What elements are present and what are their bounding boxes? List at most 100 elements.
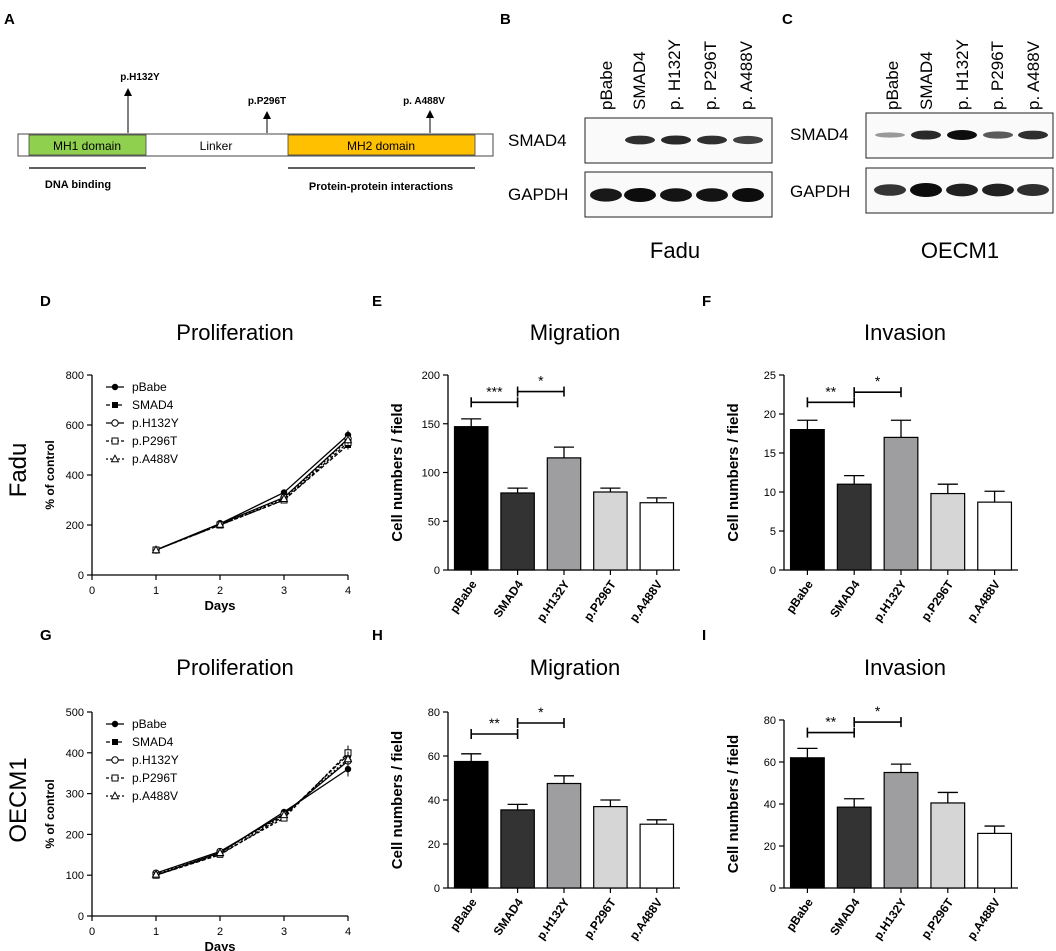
bar: [546, 782, 582, 889]
series-line: [155, 752, 349, 876]
x-tick-label: SMAD4: [490, 895, 526, 938]
point-marker: [112, 402, 118, 408]
chart-title: Invasion: [864, 655, 946, 680]
series-line: [155, 442, 349, 551]
lane-label: pBabe: [597, 61, 616, 110]
bar: [930, 802, 966, 889]
band-smad4: [947, 130, 977, 140]
chart-g-proliferation-oecm1: Proliferation 0 100 200 300 400 500 % of contro…: [43, 655, 353, 951]
y-tick-label: 15: [764, 448, 776, 460]
band-gapdh: [982, 183, 1014, 197]
x-tick-label: 2: [217, 585, 223, 597]
lane-labels-b: pBabe SMAD4 p. H132Y p. P296T p. A488V: [597, 39, 756, 110]
y-tick-label: 200: [422, 370, 440, 382]
x-tick-label: 0: [89, 926, 95, 938]
lane-label: p. P296T: [701, 41, 720, 110]
point-marker: [280, 489, 288, 496]
band-smad4: [625, 135, 655, 145]
bar: [639, 823, 675, 889]
sig-label: **: [825, 383, 836, 399]
band-smad4: [733, 135, 763, 145]
y-axis-label: % of control: [43, 779, 57, 848]
lane-label: SMAD4: [917, 51, 936, 110]
y-tick-label: 200: [66, 829, 84, 841]
mutation-label-p296t: p.P296T: [248, 96, 286, 107]
y-tick-label: 0: [434, 883, 440, 895]
bar: [546, 457, 582, 571]
legend-label: p.A488V: [132, 789, 178, 803]
panel-letter-b: B: [500, 11, 511, 28]
x-tick-label: p.P296T: [581, 577, 619, 623]
mutation-label-h132y: p.H132Y: [120, 72, 160, 83]
row-label-gapdh-b: GAPDH: [508, 185, 568, 204]
chart-title: Proliferation: [176, 655, 293, 680]
panel-c-western: C pBabe SMAD4 p. H132Y p. P296T p. A488V…: [782, 11, 1054, 263]
legend-label: pBabe: [132, 717, 167, 731]
bar: [500, 492, 535, 571]
panel-letter-f: F: [702, 293, 711, 310]
sig-label: ***: [486, 383, 503, 399]
y-tick-label: 10: [764, 487, 776, 499]
lane-label: SMAD4: [630, 51, 649, 110]
panel-letter-i: I: [702, 627, 706, 644]
bar: [977, 501, 1013, 571]
x-tick-label: 3: [281, 585, 287, 597]
x-tick-label: p.P296T: [918, 895, 956, 941]
band-gapdh: [874, 184, 906, 196]
y-tick-label: 40: [764, 799, 776, 811]
cell-line-label-fadu: Fadu: [650, 238, 700, 263]
x-tick-label: p.A488V: [964, 896, 1003, 943]
bar: [930, 492, 966, 571]
legend-label: p.A488V: [132, 452, 178, 466]
bar: [500, 809, 535, 889]
lane-label: p. H132Y: [665, 39, 684, 110]
sig-label: *: [538, 373, 544, 389]
mutation-label-a488v: p. A488V: [403, 96, 445, 107]
panel-letter-c: C: [782, 11, 793, 28]
x-tick-label: pBabe: [783, 577, 816, 615]
legend-label: SMAD4: [132, 735, 174, 749]
chart-d-proliferation-fadu: Proliferation 0 200 400 600 800 % of control 0 1…: [43, 320, 353, 613]
y-tick-label: 0: [770, 883, 776, 895]
mh2-domain-box: [287, 134, 476, 156]
bar: [977, 832, 1013, 889]
x-tick-label: p.A488V: [627, 896, 666, 943]
sig-label: *: [875, 373, 881, 389]
y-axis-label: Cell numbers / field: [389, 731, 406, 869]
x-tick-label: p.H132Y: [871, 896, 910, 943]
point-marker: [151, 869, 161, 878]
sig-label: *: [875, 703, 881, 719]
linker-label: Linker: [200, 139, 233, 153]
y-tick-label: 80: [764, 715, 776, 727]
bar: [453, 426, 489, 571]
x-tick-label: pBabe: [447, 577, 480, 615]
point-marker: [111, 756, 119, 764]
y-tick-label: 0: [770, 565, 776, 577]
chart-e-migration-fadu: Migration 0 50 100 150 200 Cell numbers / fiel…: [389, 320, 680, 625]
bar: [883, 771, 919, 889]
x-tick-label: p.H132Y: [871, 578, 910, 625]
point-marker: [111, 383, 119, 391]
panel-letter-a: A: [4, 11, 15, 28]
y-tick-label: 0: [78, 570, 84, 582]
chart-title: Invasion: [864, 320, 946, 345]
chart-title: Migration: [530, 320, 620, 345]
bar: [639, 502, 675, 571]
band-gapdh: [1017, 184, 1049, 196]
x-tick-label: SMAD4: [827, 895, 863, 938]
point-marker: [111, 720, 119, 728]
y-tick-label: 100: [422, 468, 440, 480]
bar: [453, 760, 489, 889]
y-tick-label: 150: [422, 419, 440, 431]
chart-title: Proliferation: [176, 320, 293, 345]
point-marker: [343, 435, 353, 444]
point-marker: [151, 545, 161, 554]
legend-label: SMAD4: [132, 398, 174, 412]
band-smad4: [1018, 130, 1048, 140]
y-tick-label: 400: [66, 470, 84, 482]
y-axis-label: Cell numbers / field: [725, 735, 742, 873]
mh1-domain-box: [28, 134, 147, 156]
band-gapdh: [910, 183, 942, 197]
band-gapdh: [660, 188, 692, 202]
